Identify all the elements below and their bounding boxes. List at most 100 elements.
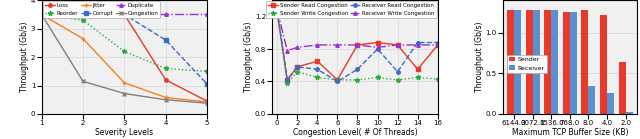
Receiver Write Congestion bbox=[284, 50, 291, 51]
Receiver Read Congestion bbox=[394, 71, 401, 73]
Receiver Read Congestion bbox=[314, 69, 321, 70]
Receiver Read Congestion bbox=[333, 81, 341, 82]
Corrupt bbox=[38, 14, 45, 15]
Receiver Read Congestion bbox=[434, 42, 442, 43]
Bar bbox=[525, 10, 532, 114]
Receiver Write Congestion bbox=[314, 44, 321, 46]
Duplicate bbox=[162, 14, 170, 15]
Sender Write Congestion bbox=[314, 77, 321, 78]
Congestion bbox=[162, 99, 170, 101]
Bar bbox=[507, 10, 514, 114]
Sender Read Congestion bbox=[314, 60, 321, 62]
Duplicate bbox=[79, 14, 87, 15]
Congestion bbox=[120, 93, 128, 94]
Line: Corrupt: Corrupt bbox=[40, 13, 209, 86]
Sender Read Congestion bbox=[333, 79, 341, 81]
Y-axis label: Throughput (Gb/s): Throughput (Gb/s) bbox=[244, 22, 253, 92]
Reorder bbox=[79, 19, 87, 21]
Sender Read Congestion bbox=[414, 69, 422, 70]
Corrupt bbox=[204, 83, 211, 85]
Sender Read Congestion bbox=[374, 42, 381, 43]
Receiver Read Congestion bbox=[273, 9, 281, 11]
Bar bbox=[544, 10, 551, 114]
Receiver Write Congestion bbox=[434, 44, 442, 46]
X-axis label: Maximum TCP Buffer Size (KB): Maximum TCP Buffer Size (KB) bbox=[511, 128, 628, 137]
Line: Sender Write Congestion: Sender Write Congestion bbox=[275, 10, 440, 85]
Receiver Read Congestion bbox=[374, 48, 381, 50]
Jitter bbox=[38, 14, 45, 15]
Corrupt bbox=[79, 14, 87, 15]
Duplicate bbox=[120, 14, 128, 15]
Sender Read Congestion bbox=[434, 44, 442, 46]
Sender Write Congestion bbox=[273, 12, 281, 13]
Receiver Read Congestion bbox=[294, 66, 301, 68]
Sender Write Congestion bbox=[374, 77, 381, 78]
Receiver Write Congestion bbox=[333, 44, 341, 46]
Loss bbox=[204, 100, 211, 102]
Loss bbox=[79, 14, 87, 15]
Corrupt bbox=[120, 14, 128, 15]
Bar bbox=[588, 85, 595, 114]
Sender Read Congestion bbox=[294, 66, 301, 68]
Jitter bbox=[204, 101, 211, 103]
Receiver Write Congestion bbox=[273, 9, 281, 11]
Receiver Read Congestion bbox=[284, 79, 291, 81]
Legend: Sender, Receiver: Sender, Receiver bbox=[507, 55, 547, 73]
Line: Receiver Read Congestion: Receiver Read Congestion bbox=[275, 8, 440, 83]
Jitter bbox=[162, 97, 170, 98]
Sender Write Congestion bbox=[284, 82, 291, 84]
X-axis label: Severity Levels: Severity Levels bbox=[95, 128, 154, 137]
Congestion bbox=[38, 14, 45, 15]
Line: Receiver Write Congestion: Receiver Write Congestion bbox=[275, 8, 440, 52]
Receiver Write Congestion bbox=[294, 47, 301, 48]
Congestion bbox=[79, 80, 87, 82]
Sender Write Congestion bbox=[294, 71, 301, 73]
Y-axis label: Throughput (Gb/s): Throughput (Gb/s) bbox=[20, 22, 29, 92]
Sender Write Congestion bbox=[394, 79, 401, 81]
Jitter bbox=[79, 38, 87, 39]
Corrupt bbox=[162, 39, 170, 41]
Line: Loss: Loss bbox=[40, 13, 209, 103]
Y-axis label: Throughput (Gb/s): Throughput (Gb/s) bbox=[475, 22, 484, 92]
Jitter bbox=[120, 82, 128, 84]
Line: Jitter: Jitter bbox=[39, 12, 209, 105]
Bar bbox=[607, 93, 614, 114]
Bar bbox=[600, 15, 607, 114]
X-axis label: Congestion Level( # Of Threads): Congestion Level( # Of Threads) bbox=[292, 128, 417, 137]
Sender Write Congestion bbox=[434, 78, 442, 80]
Line: Duplicate: Duplicate bbox=[40, 13, 209, 16]
Loss bbox=[120, 14, 128, 15]
Reorder bbox=[120, 51, 128, 52]
Bar bbox=[619, 62, 626, 114]
Sender Read Congestion bbox=[273, 12, 281, 13]
Line: Sender Read Congestion: Sender Read Congestion bbox=[275, 11, 440, 82]
Loss bbox=[162, 79, 170, 81]
Duplicate bbox=[38, 14, 45, 15]
Sender Read Congestion bbox=[394, 44, 401, 46]
Legend: Sender Read Congestion, Sender Write Congestion, Receiver Read Congestion, Recei: Sender Read Congestion, Sender Write Con… bbox=[266, 1, 436, 18]
Receiver Write Congestion bbox=[414, 44, 422, 46]
Bar bbox=[581, 10, 588, 114]
Receiver Write Congestion bbox=[374, 47, 381, 48]
Receiver Read Congestion bbox=[354, 69, 362, 70]
Legend: Loss, Reorder, Jitter, Corrupt, Duplicate, Congestion: Loss, Reorder, Jitter, Corrupt, Duplicat… bbox=[43, 1, 160, 18]
Receiver Write Congestion bbox=[394, 44, 401, 46]
Bar bbox=[626, 112, 633, 114]
Line: Congestion: Congestion bbox=[40, 13, 209, 105]
Bar bbox=[514, 10, 521, 114]
Bar bbox=[570, 13, 577, 114]
Bar bbox=[551, 10, 558, 114]
Sender Read Congestion bbox=[354, 44, 362, 46]
Duplicate bbox=[204, 14, 211, 15]
Sender Read Congestion bbox=[284, 79, 291, 81]
Sender Write Congestion bbox=[354, 79, 362, 81]
Congestion bbox=[204, 102, 211, 104]
Bar bbox=[532, 10, 540, 114]
Bar bbox=[563, 13, 570, 114]
Line: Reorder: Reorder bbox=[39, 12, 209, 74]
Reorder bbox=[204, 70, 211, 72]
Sender Write Congestion bbox=[333, 79, 341, 81]
Receiver Write Congestion bbox=[354, 44, 362, 46]
Sender Write Congestion bbox=[414, 77, 422, 78]
Reorder bbox=[38, 14, 45, 15]
